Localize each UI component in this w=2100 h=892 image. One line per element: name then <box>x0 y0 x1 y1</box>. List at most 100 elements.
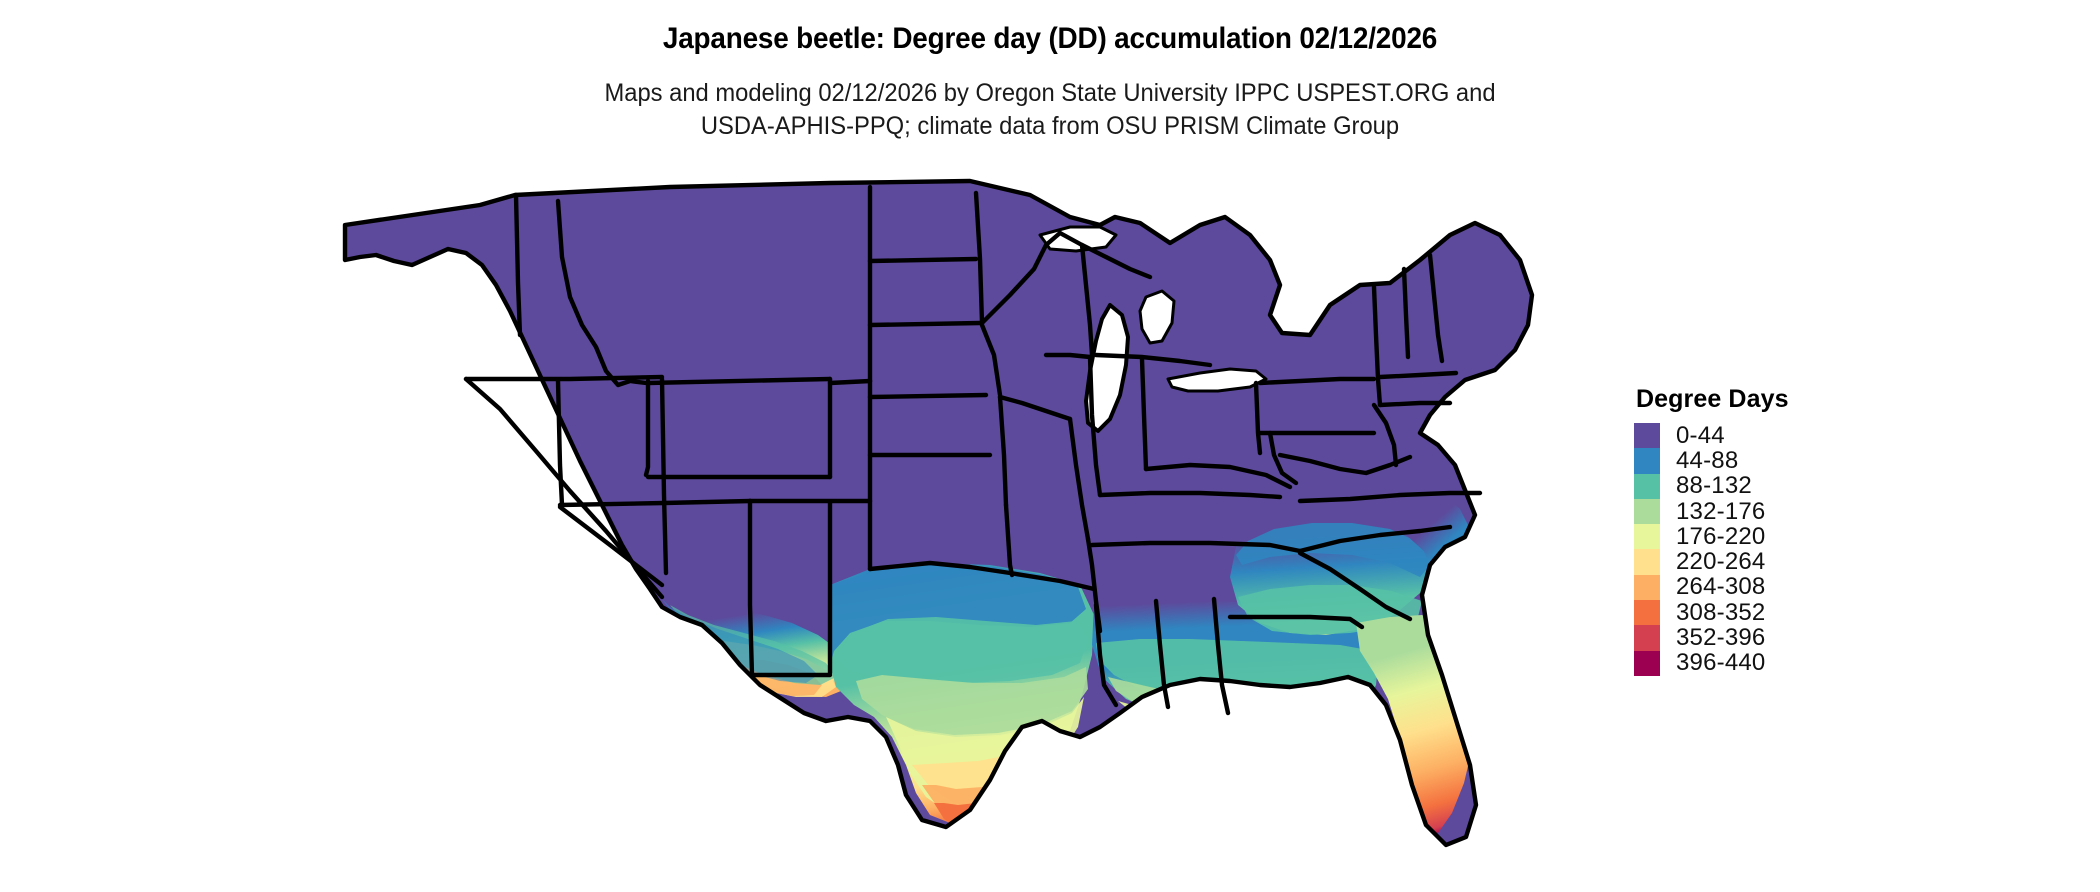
us-degree-day-map <box>270 165 1630 865</box>
legend-color-swatch <box>1634 423 1660 449</box>
dd-region-texas-lightgreen <box>856 667 1088 735</box>
legend-item-label: 264-308 <box>1676 573 1766 601</box>
legend-item: 0-44 <box>1634 421 1934 449</box>
state-line-ks-mo <box>997 394 1009 508</box>
legend-item-label: 88-132 <box>1676 472 1752 500</box>
state-line-wi-il <box>1043 352 1093 360</box>
legend-item: 264-308 <box>1634 573 1934 601</box>
dd-region-socal-orange <box>520 645 670 699</box>
state-line-mi-in-oh <box>1093 352 1213 368</box>
dd-region-central-valley <box>400 475 568 651</box>
dd-region-carolinas-coast <box>1360 465 1474 565</box>
legend-item-label: 220-264 <box>1676 548 1766 576</box>
us-map-svg <box>342 178 1535 848</box>
state-line-wv-va <box>1267 430 1299 486</box>
legend-item: 176-220 <box>1634 522 1934 550</box>
state-line-oh-pa <box>1253 380 1263 456</box>
dd-region-florida-keys <box>1390 835 1442 845</box>
state-line-nh-me <box>1427 252 1445 364</box>
state-line-ne-ia <box>979 322 1003 398</box>
state-line-ga-fl <box>1227 614 1365 630</box>
dd-region-southern-california <box>506 631 694 705</box>
state-line-mt-wy <box>643 378 651 478</box>
state-line-ga-sc <box>1297 550 1413 622</box>
legend-color-swatch <box>1634 625 1660 651</box>
state-line-il-in <box>1087 354 1103 498</box>
state-line-mn-wi <box>979 230 1063 326</box>
state-line-mo-ar-il <box>1067 416 1091 542</box>
state-line-nv-ut <box>555 378 565 508</box>
state-line-tn-south <box>1089 540 1303 554</box>
legend-color-swatch <box>1634 549 1660 575</box>
state-line-sc-nc <box>1297 524 1453 554</box>
lake-huron <box>1138 289 1176 345</box>
legend-item: 396-440 <box>1634 649 1934 677</box>
dd-region-texas-blue-north <box>830 565 1086 665</box>
legend-color-swatch <box>1634 498 1660 525</box>
map-data-surface <box>345 181 1532 845</box>
subtitle-line-1: Maps and modeling 02/12/2026 by Oregon S… <box>604 79 1496 107</box>
state-line-wa-or-id <box>513 192 523 338</box>
dd-region-imperial-valley-hot <box>558 661 662 701</box>
state-line-wi-mi <box>1079 242 1095 358</box>
state-line-ut-co <box>659 376 669 576</box>
state-line-ok-tx <box>867 560 1097 592</box>
legend-item-label: 0-44 <box>1676 421 1725 449</box>
state-line-ct-ny <box>1377 400 1453 408</box>
page-title: Japanese beetle: Degree day (DD) accumul… <box>662 22 1438 55</box>
state-line-ms-al <box>1153 598 1171 710</box>
state-line-mi-upper <box>1057 230 1153 280</box>
legend-item-label: 132-176 <box>1676 497 1766 525</box>
dd-region-gulf-teal <box>1096 639 1376 715</box>
legend-item: 132-176 <box>1634 497 1934 525</box>
state-line-al-ga <box>1211 596 1231 716</box>
legend-item: 220-264 <box>1634 548 1934 576</box>
state-line-va-wv-md <box>1277 452 1413 476</box>
legend-item: 44-88 <box>1634 446 1934 474</box>
lake-michigan <box>1084 303 1130 433</box>
legend-color-swatch <box>1634 524 1660 550</box>
state-line-nv-az <box>557 504 665 588</box>
state-line-dakota-mn <box>973 190 985 326</box>
dd-region-texas-teal-mid <box>836 617 1088 683</box>
legend-color-swatch <box>1634 574 1660 601</box>
legend-color-swatch <box>1634 473 1660 499</box>
dd-region-az-blue-uplands <box>662 599 818 683</box>
legend-color-swatch <box>1634 650 1660 676</box>
state-line-vt-nh <box>1401 266 1411 360</box>
state-line-wy-box-n <box>645 376 833 386</box>
legend-color-swatch <box>1634 448 1660 474</box>
state-line-ne-ks <box>867 392 989 400</box>
legend-item-label: 352-396 <box>1676 624 1766 652</box>
state-line-ky-oh <box>1143 462 1293 490</box>
state-line-az-nm <box>747 498 755 678</box>
state-line-pa-ny <box>1257 376 1377 386</box>
legend-item: 88-132 <box>1634 472 1934 500</box>
legend-item: 352-396 <box>1634 624 1934 652</box>
state-line-nc-va <box>1297 490 1483 504</box>
legend-color-swatch <box>1634 600 1660 626</box>
state-line-or-nv-id <box>463 374 665 382</box>
state-line-in-oh <box>1139 356 1149 472</box>
state-line-ia-il <box>997 394 1073 422</box>
subtitle-line-2: USDA-APHIS-PPQ; climate data from OSU PR… <box>700 112 1400 140</box>
dd-region-gulf-yellow-strip <box>1118 701 1366 737</box>
legend-item-label: 396-440 <box>1676 649 1766 677</box>
legend-item-label: 44-88 <box>1676 446 1739 474</box>
state-line-ma-ct <box>1377 370 1459 380</box>
legend-item: 308-352 <box>1634 598 1934 626</box>
state-line-ut-az-nm <box>557 498 753 508</box>
legend-item-label: 308-352 <box>1676 598 1766 626</box>
state-line-id-mt <box>555 198 649 388</box>
map-legend: Degree Days 0-44 44-88 88-132 132-176 176-22… <box>1634 385 1934 676</box>
page-subtitle: Maps and modeling 02/12/2026 by Oregon S… <box>53 77 2048 143</box>
legend-item-label: 176-220 <box>1676 522 1766 550</box>
state-line-ok-ar <box>1003 502 1015 578</box>
legend-title: Degree Days <box>1636 385 1789 413</box>
state-line-nd-sd <box>867 256 979 264</box>
map-boundaries <box>342 178 1535 848</box>
legend-item-list: 0-44 44-88 88-132 132-176 176-220 220-264 264-… <box>1634 421 1934 677</box>
state-line-ny-vt-ma <box>1371 284 1383 408</box>
state-line-co-north <box>827 378 873 386</box>
